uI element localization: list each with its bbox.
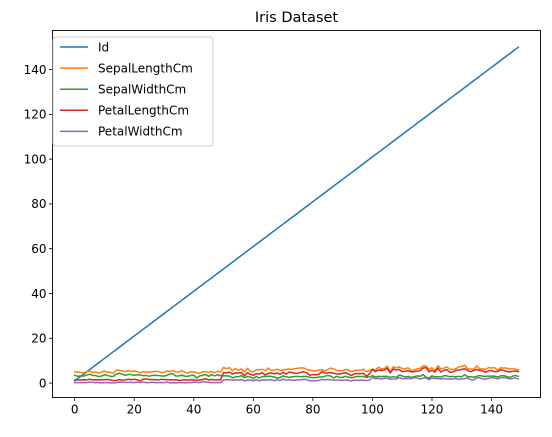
series-line-4 [73, 376, 520, 384]
legend: Id SepalLengthCm SepalWidthCm PetalLengthCm… [52, 36, 214, 147]
plot-frame [52, 30, 541, 398]
x-tick-label: 100 [361, 403, 384, 417]
legend-label: Id [98, 40, 109, 54]
y-tick-label: 40 [31, 287, 46, 301]
y-tick-label: 140 [24, 63, 47, 77]
y-tick-label: 80 [31, 197, 46, 211]
x-tick-label: 120 [421, 403, 444, 417]
y-tick-label: 0 [39, 376, 47, 390]
x-tick-label: 60 [246, 403, 261, 417]
y-tick-label: 120 [24, 108, 47, 122]
y-axis: 0 20 40 60 80 100 120 140 [24, 63, 53, 390]
legend-label: SepalLengthCm [98, 61, 193, 75]
x-tick-label: 140 [480, 403, 503, 417]
legend-label: PetalLengthCm [98, 104, 189, 118]
series-line-1 [73, 364, 520, 375]
x-axis: 0 20 40 60 80 100 120 140 [71, 397, 503, 417]
x-tick-label: 0 [71, 403, 79, 417]
x-tick-label: 80 [305, 403, 320, 417]
y-tick-label: 100 [24, 152, 47, 166]
y-tick-label: 20 [31, 332, 46, 346]
chart-title: Iris Dataset [255, 10, 339, 26]
legend-box [52, 36, 214, 147]
x-tick-label: 40 [186, 403, 201, 417]
y-tick-label: 60 [31, 242, 46, 256]
series-line-0 [73, 46, 520, 382]
series-layer [73, 46, 520, 384]
legend-label: SepalWidthCm [98, 83, 186, 97]
series-line-3 [73, 366, 520, 382]
x-tick-label: 20 [127, 403, 142, 417]
series-line-2 [73, 372, 520, 380]
legend-label: PetalWidthCm [98, 125, 183, 139]
